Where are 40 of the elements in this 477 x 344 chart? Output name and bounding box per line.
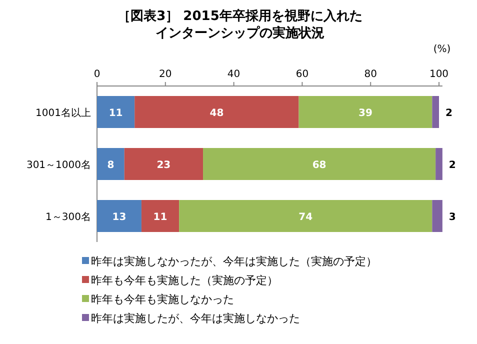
bar <box>97 148 124 180</box>
bar <box>432 96 439 128</box>
x-tick-label: 60 <box>296 69 309 80</box>
legend-label: 昨年も今年も実施した（実施の予定） <box>91 274 278 287</box>
legend-label: 昨年も今年も実施しなかった <box>91 293 234 306</box>
bar <box>97 96 135 128</box>
y-tick-label: 301～1000名 <box>26 159 91 171</box>
y-tick-label: 1～300名 <box>46 211 91 223</box>
chart-subtitle: インターンシップの実施状況 <box>156 25 324 41</box>
x-tick-label: 0 <box>94 69 100 80</box>
x-tick-label: 40 <box>227 69 240 80</box>
x-tick-label: 20 <box>159 69 172 80</box>
data-label: 2 <box>448 160 456 171</box>
x-tick-label: 100 <box>429 69 449 80</box>
bar <box>141 200 180 232</box>
bar <box>432 200 442 232</box>
chart-title: ［図表3］ 2015年卒採用を視野に入れた <box>118 8 362 24</box>
data-label: 23 <box>156 160 171 171</box>
data-label: 11 <box>108 108 123 119</box>
data-label: 13 <box>112 212 126 223</box>
bar <box>179 200 432 232</box>
data-label: 11 <box>153 212 168 223</box>
data-label: 39 <box>358 108 372 119</box>
bar <box>124 148 204 180</box>
data-label: 3 <box>448 212 456 223</box>
bar <box>134 96 299 128</box>
x-tick-label: 80 <box>364 69 377 80</box>
data-label: 8 <box>107 160 114 171</box>
data-label: 74 <box>298 212 313 223</box>
y-tick-label: 1001名以上 <box>36 107 91 119</box>
legend-label: 昨年は実施しなかったが、今年は実施した（実施の予定） <box>91 255 377 268</box>
x-axis-title: (%) <box>433 44 451 55</box>
legend-label: 昨年は実施したが、今年は実施しなかった <box>91 312 300 325</box>
bar <box>436 148 442 180</box>
bar <box>97 200 142 232</box>
data-label: 68 <box>312 160 326 171</box>
bar <box>298 96 432 128</box>
bar <box>203 148 436 180</box>
data-label: 48 <box>210 108 224 119</box>
data-label: 2 <box>446 108 453 119</box>
